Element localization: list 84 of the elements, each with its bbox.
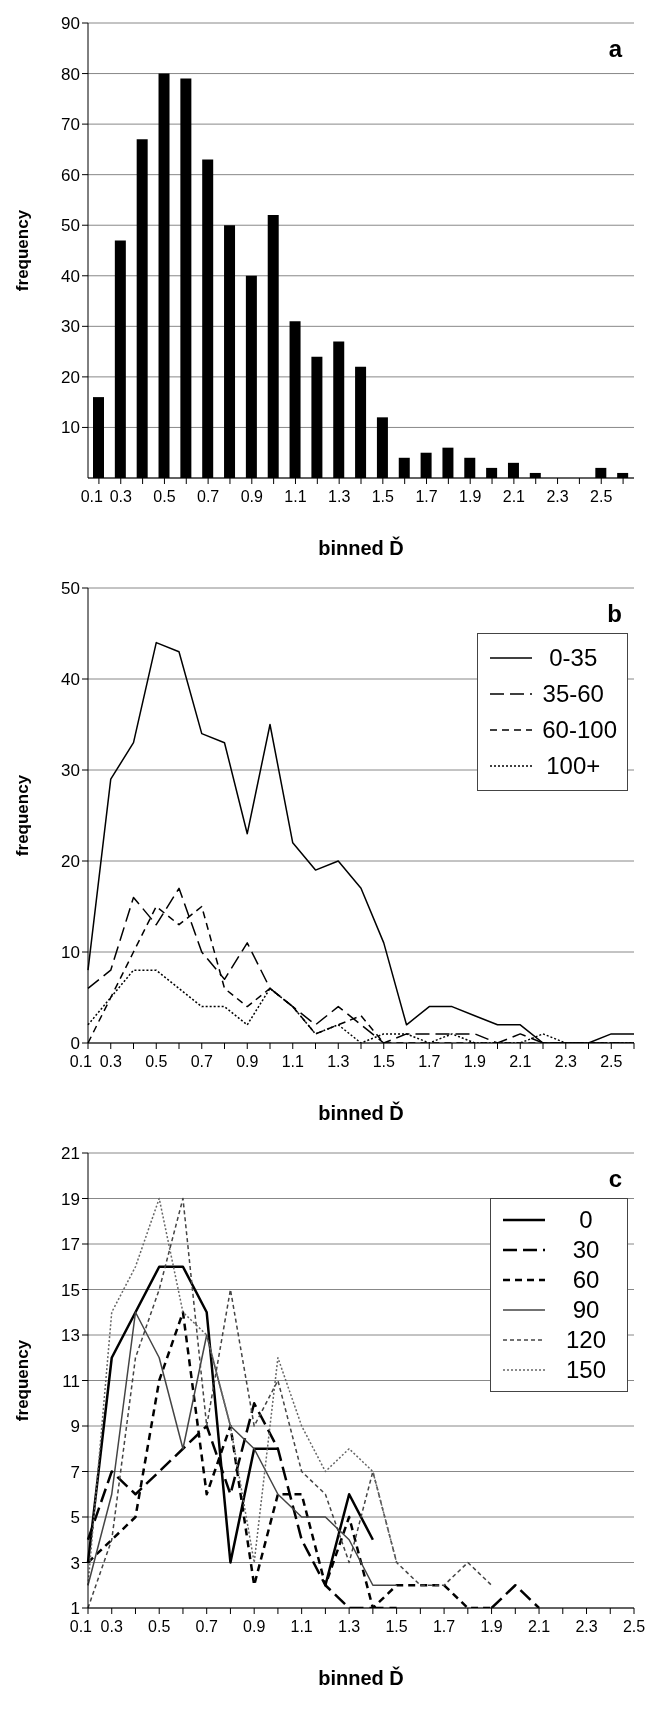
x-tick-label: 0.7 — [195, 1618, 218, 1635]
legend-label: 60 — [571, 1266, 601, 1294]
y-tick-label: 40 — [61, 670, 80, 690]
x-tick-label: 1.9 — [463, 1053, 486, 1070]
x-tick-label: 0.5 — [148, 1618, 171, 1635]
y-tick-label: 3 — [70, 1553, 80, 1573]
x-tick-label: 1.9 — [459, 488, 482, 505]
y-tick-label: 10 — [61, 418, 80, 438]
y-tick-label: 20 — [61, 852, 80, 872]
x-tick-label: 0.1 — [69, 1053, 93, 1070]
legend-label: 60-100 — [542, 716, 617, 744]
x-tick-label: 1.5 — [385, 1618, 408, 1635]
x-tick-label: 0.3 — [100, 1618, 123, 1635]
y-tick-label: 17 — [61, 1235, 80, 1255]
x-tick-label: 2.5 — [622, 1618, 646, 1635]
y-tick-label: 9 — [70, 1417, 80, 1437]
y-tick-label: 11 — [62, 1371, 80, 1391]
y-tick-label: 10 — [61, 943, 80, 963]
x-tick-label: 2.1 — [509, 1053, 532, 1070]
x-tick-label: 2.5 — [600, 1053, 623, 1070]
x-tick-label: 0.3 — [99, 1053, 122, 1070]
legend-label: 35-60 — [542, 680, 605, 708]
x-axis-title: binned Ď — [318, 536, 404, 559]
x-tick-label: 0.9 — [236, 1053, 259, 1070]
y-tick-label: 40 — [61, 266, 80, 286]
x-tick-label: 0.3 — [109, 488, 132, 505]
x-tick-label: 1.3 — [328, 488, 351, 505]
legend-label: 0 — [578, 1206, 594, 1234]
y-axis-title: frequency — [13, 774, 33, 857]
y-tick-label: 90 — [61, 14, 80, 34]
x-tick-label: 0.5 — [153, 488, 176, 505]
x-axis-title: binned Ď — [318, 1101, 404, 1124]
x-tick-label: 1.7 — [415, 488, 438, 505]
y-axis-title: frequency — [13, 1339, 33, 1422]
y-tick-label: 50 — [61, 216, 80, 236]
y-tick-label: 80 — [61, 64, 80, 84]
y-tick-label: 13 — [61, 1326, 80, 1346]
y-tick-label: 19 — [61, 1189, 80, 1209]
x-tick-label: 0.1 — [69, 1618, 93, 1635]
legend-label: 120 — [564, 1326, 607, 1354]
y-tick-label: 20 — [61, 367, 80, 387]
y-tick-label: 7 — [70, 1462, 80, 1482]
x-tick-label: 0.9 — [243, 1618, 266, 1635]
x-tick-label: 0.1 — [80, 488, 104, 505]
y-tick-label: 0 — [70, 1034, 80, 1054]
y-tick-label: 70 — [61, 115, 80, 135]
x-tick-label: 2.1 — [502, 488, 526, 505]
x-tick-label: 2.3 — [546, 488, 569, 505]
legend-label: 90 — [571, 1296, 601, 1324]
text: b — [607, 600, 622, 628]
legend-label: 30 — [571, 1236, 601, 1264]
x-tick-label: 0.5 — [145, 1053, 168, 1070]
x-tick-label: 1.5 — [372, 1053, 395, 1070]
x-tick-label: 0.7 — [196, 488, 220, 505]
x-tick-label: 1.1 — [290, 1618, 313, 1635]
x-tick-label: 2.3 — [554, 1053, 577, 1070]
legend-label: 0-35 — [548, 644, 599, 672]
x-tick-label: 1.1 — [284, 488, 307, 505]
x-tick-label: 1.7 — [432, 1618, 456, 1635]
text: a — [608, 35, 622, 63]
y-axis-title: frequency — [13, 209, 33, 292]
x-axis-title: binned Ď — [318, 1666, 404, 1689]
y-tick-label: 60 — [61, 165, 80, 185]
y-tick-label: 15 — [61, 1280, 80, 1300]
x-tick-label: 2.5 — [590, 488, 613, 505]
y-tick-label: 1 — [70, 1599, 80, 1619]
x-tick-label: 2.1 — [527, 1618, 551, 1635]
legend-label: 100+ — [545, 752, 602, 780]
x-tick-label: 0.9 — [240, 488, 264, 505]
legend-label: 150 — [564, 1356, 607, 1384]
x-tick-label: 0.7 — [190, 1053, 213, 1070]
y-tick-label: 21 — [61, 1144, 80, 1164]
x-tick-label: 1.3 — [327, 1053, 350, 1070]
x-tick-label: 1.1 — [281, 1053, 304, 1070]
x-tick-label: 1.5 — [371, 488, 395, 505]
x-tick-label: 2.3 — [575, 1618, 598, 1635]
y-tick-label: 30 — [61, 317, 80, 337]
y-tick-label: 5 — [70, 1508, 80, 1528]
x-tick-label: 1.3 — [338, 1618, 361, 1635]
y-tick-label: 30 — [61, 761, 80, 781]
y-tick-label: 50 — [61, 579, 80, 599]
x-tick-label: 1.9 — [480, 1618, 503, 1635]
text: c — [608, 1165, 622, 1193]
x-tick-label: 1.7 — [418, 1053, 441, 1070]
